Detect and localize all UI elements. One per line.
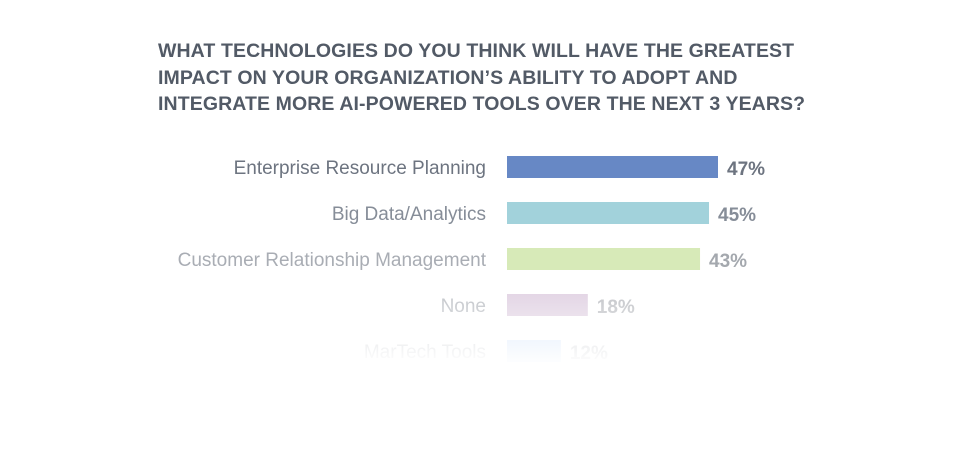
value-label-big-data-analytics: 45% bbox=[718, 205, 756, 226]
bar-martech-tools bbox=[507, 340, 561, 362]
value-label-none: 18% bbox=[597, 297, 635, 318]
category-label-enterprise-resource-planning: Enterprise Resource Planning bbox=[234, 158, 486, 179]
bar-customer-relationship-management bbox=[507, 248, 701, 270]
category-label-none: None bbox=[441, 296, 486, 317]
value-label-martech-tools: 12% bbox=[570, 343, 608, 364]
bar-big-data-analytics bbox=[507, 202, 710, 224]
category-label-big-data-analytics: Big Data/Analytics bbox=[332, 204, 486, 225]
bar-enterprise-resource-planning bbox=[507, 156, 718, 178]
category-label-martech-tools: MarTech Tools bbox=[364, 342, 486, 363]
value-label-enterprise-resource-planning: 47% bbox=[727, 159, 765, 180]
value-label-customer-relationship-management: 43% bbox=[709, 251, 747, 272]
category-label-customer-relationship-management: Customer Relationship Management bbox=[178, 250, 487, 271]
bar-none bbox=[507, 294, 588, 316]
